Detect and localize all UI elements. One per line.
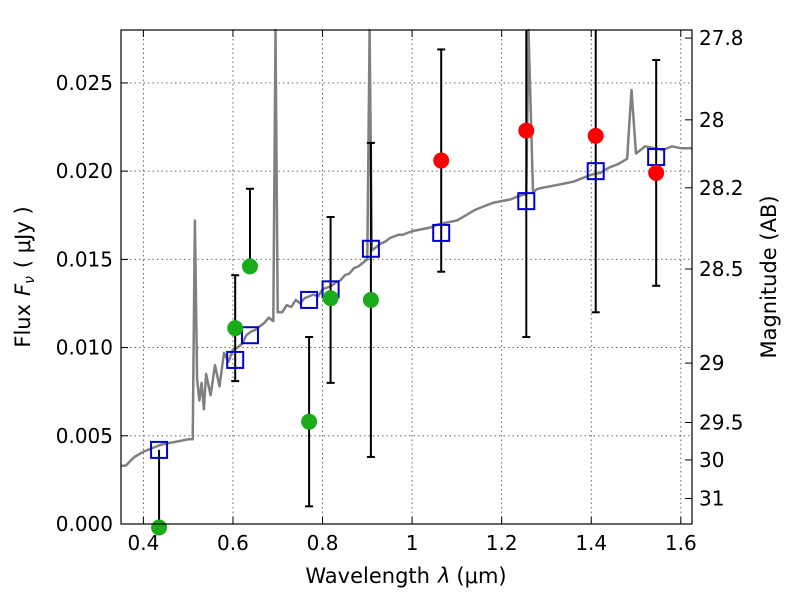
y-tick-label: 0.005	[56, 424, 113, 448]
x-tick-label: 0.8	[307, 531, 339, 555]
marker-layer	[150, 122, 666, 536]
red-dot-marker	[587, 127, 604, 144]
y-axis-title: Flux Fν ( μJy )	[11, 206, 38, 347]
x-axis-title: Wavelength λ (μm)	[305, 564, 506, 588]
blue-square-marker	[240, 326, 259, 345]
blue-square-marker	[300, 290, 319, 309]
x-tick-label: 1.2	[486, 531, 518, 555]
blue-square-marker	[517, 192, 536, 211]
tick-layer: 0.4 0.6 0.8 1 1.2 1.4 1.6 0.000 0.005 0.010 0.015 0…	[56, 26, 744, 555]
green-dot-marker	[362, 291, 379, 308]
magnitude-tick-label: 29	[699, 351, 724, 375]
magnitude-tick-label: 28.5	[699, 257, 744, 281]
magnitude-tick-label: 28.2	[699, 176, 744, 200]
y-tick-label: 0.000	[56, 512, 113, 536]
green-dot-marker	[322, 290, 339, 307]
red-dot-marker	[648, 164, 665, 181]
green-dot-marker	[227, 320, 244, 337]
blue-square-marker	[361, 239, 380, 258]
green-dot-marker	[241, 258, 258, 275]
red-dot-marker	[433, 152, 450, 169]
y2-axis-title: Magnitude (AB)	[757, 195, 781, 358]
errorbar-layer	[158, 30, 661, 524]
magnitude-tick-label: 27.8	[699, 26, 744, 50]
green-dot-marker	[301, 413, 318, 430]
y-tick-label: 0.010	[56, 336, 113, 360]
y-axis-title-unit: ( μJy )	[11, 206, 35, 268]
x-axis-title-unit: (μm)	[456, 564, 506, 588]
y-tick-label: 0.020	[56, 159, 113, 183]
x-tick-label: 1.6	[665, 531, 697, 555]
x-tick-label: 0.4	[127, 531, 159, 555]
blue-square-marker	[226, 350, 245, 369]
blue-square-marker	[586, 162, 605, 181]
y-tick-label: 0.015	[56, 247, 113, 271]
x-tick-label: 0.6	[217, 531, 249, 555]
x-tick-label: 1	[406, 531, 419, 555]
red-dot-marker	[518, 122, 535, 139]
magnitude-tick-label: 31	[699, 486, 724, 510]
x-axis-title-symbol: λ	[437, 564, 450, 588]
plot-frame	[120, 29, 693, 525]
magnitude-tick-label: 30	[699, 448, 724, 472]
x-tick-label: 1.4	[575, 531, 607, 555]
grid-layer	[121, 30, 692, 525]
magnitude-tick-label: 28	[699, 108, 724, 132]
model-spectrum-line	[121, 28, 692, 468]
y-axis-title-text: Flux	[11, 304, 35, 348]
x-axis-title-text: Wavelength	[305, 564, 430, 588]
y-axis-title-subscript: ν	[22, 276, 38, 284]
y-axis-title-symbol: F	[11, 283, 35, 296]
spectrum-layer	[121, 28, 692, 468]
y-tick-label: 0.025	[56, 71, 113, 95]
blue-square-marker	[432, 223, 451, 242]
magnitude-tick-label: 29.5	[699, 410, 744, 434]
blue-square-marker	[150, 440, 169, 459]
